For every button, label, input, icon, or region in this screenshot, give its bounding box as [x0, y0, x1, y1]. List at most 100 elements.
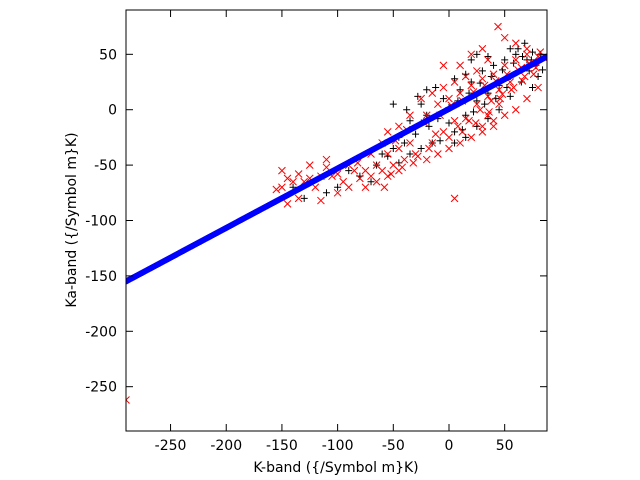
- plus-point: [469, 108, 477, 116]
- x-point: [498, 90, 507, 99]
- plus-point: [451, 75, 459, 83]
- plus-point: [467, 56, 475, 64]
- plus-point: [467, 78, 475, 86]
- plus-point: [473, 97, 481, 105]
- x-point: [289, 177, 297, 186]
- x-point: [433, 150, 442, 158]
- plus-point: [495, 106, 503, 114]
- data-marks: [126, 22, 547, 404]
- x-point: [511, 105, 520, 114]
- x-point: [395, 122, 403, 131]
- plus-point: [456, 86, 464, 94]
- x-point: [339, 177, 348, 186]
- x-point: [484, 92, 492, 101]
- plus-point: [334, 183, 342, 191]
- x-point: [523, 44, 531, 53]
- plot-frame: [125, 9, 548, 432]
- x-point: [278, 166, 286, 175]
- x-point: [361, 166, 370, 175]
- plus-point: [414, 92, 422, 100]
- x-point: [450, 78, 459, 86]
- plus-point: [521, 39, 529, 47]
- x-point: [361, 183, 370, 192]
- x-point: [406, 111, 414, 120]
- x-point: [472, 100, 481, 109]
- y-tick-label: -50: [94, 158, 117, 174]
- y-tick-label: 50: [99, 47, 117, 63]
- x-tick-label: -150: [266, 438, 298, 454]
- x-point: [294, 194, 303, 203]
- x-point: [529, 70, 538, 79]
- x-point: [534, 83, 542, 92]
- x-point: [356, 174, 364, 183]
- plus-point: [529, 84, 537, 92]
- x-tick-label: -200: [210, 438, 242, 454]
- y-tick-label: -250: [85, 380, 117, 396]
- plus-point: [417, 100, 425, 108]
- plus-point: [322, 189, 330, 197]
- plus-point: [490, 61, 498, 69]
- x-point: [439, 61, 448, 70]
- plus-point: [389, 144, 397, 152]
- y-tick-label: 0: [108, 103, 117, 119]
- x-point: [409, 159, 418, 167]
- plus-point: [510, 59, 518, 67]
- x-point: [450, 194, 459, 203]
- x-point: [278, 183, 286, 192]
- x-point: [383, 172, 392, 181]
- x-point: [478, 122, 487, 131]
- x-point: [445, 144, 453, 153]
- x-tick-label: -100: [322, 438, 354, 454]
- x-point: [489, 70, 498, 79]
- x-point: [372, 161, 381, 169]
- x-point: [126, 396, 130, 404]
- x-point: [500, 111, 509, 120]
- x-point: [387, 170, 395, 178]
- x-point: [511, 39, 520, 48]
- x-point: [400, 155, 409, 164]
- plus-point: [378, 150, 386, 158]
- x-point: [496, 94, 505, 103]
- plus-point: [345, 167, 353, 175]
- plus-point: [436, 137, 444, 145]
- x-point: [456, 89, 464, 97]
- series-1: [126, 22, 547, 404]
- x-point: [283, 200, 292, 208]
- plus-point: [445, 119, 453, 127]
- x-point: [439, 83, 448, 92]
- y-tick-label: -150: [85, 269, 117, 285]
- x-point: [383, 128, 392, 136]
- x-point: [467, 133, 476, 142]
- x-point: [322, 155, 331, 164]
- plus-point: [300, 194, 308, 202]
- plus-point: [506, 45, 514, 53]
- x-point: [467, 50, 476, 59]
- plus-point: [514, 45, 522, 53]
- x-point: [461, 72, 470, 81]
- x-point: [500, 61, 509, 70]
- x-point: [317, 196, 325, 205]
- x-point: [417, 94, 425, 103]
- plus-point: [512, 50, 520, 58]
- x-point: [500, 33, 509, 42]
- x-point: [472, 67, 481, 75]
- x-point: [523, 94, 531, 103]
- x-point: [511, 56, 520, 64]
- x-point: [406, 139, 414, 147]
- plus-point: [367, 178, 375, 186]
- x-point: [456, 61, 464, 70]
- x-point: [520, 72, 529, 81]
- x-point: [454, 122, 462, 131]
- x-point: [445, 94, 453, 103]
- x-point: [372, 177, 381, 186]
- x-point: [458, 128, 467, 136]
- plus-point: [400, 139, 408, 147]
- plus-point: [439, 95, 447, 103]
- x-tick-label: -50: [382, 438, 405, 454]
- fit-point: [544, 53, 547, 60]
- x-tick-label: 0: [445, 438, 454, 454]
- plus-point: [501, 56, 509, 64]
- x-point: [518, 77, 527, 85]
- plot-area: [126, 22, 547, 404]
